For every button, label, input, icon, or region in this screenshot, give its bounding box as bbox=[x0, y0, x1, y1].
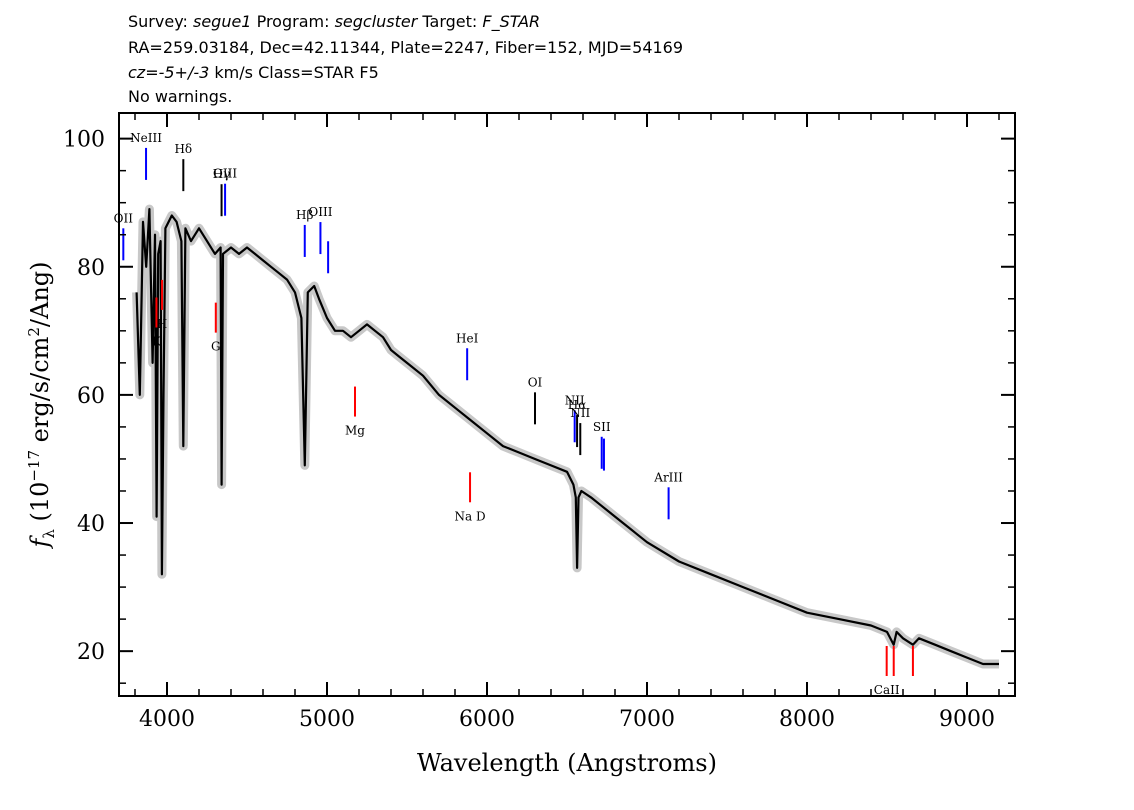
y-axis-title-part: −17 bbox=[25, 450, 43, 482]
spectrum-error-band bbox=[132, 204, 999, 669]
x-tick-label: 5000 bbox=[299, 707, 355, 732]
spectral-line-label: OIII bbox=[308, 205, 332, 219]
y-tick-label: 80 bbox=[77, 256, 105, 281]
y-tick-label: 20 bbox=[77, 640, 105, 665]
spectral-line-label: NII bbox=[570, 406, 590, 420]
spectral-line-label: SII bbox=[593, 420, 611, 434]
y-axis-title-part: (10 bbox=[26, 482, 54, 530]
error-band-layer bbox=[132, 204, 999, 669]
x-tick-label: 6000 bbox=[459, 707, 515, 732]
survey-value: segue1 bbox=[192, 12, 252, 31]
y-axis-title-part: λ bbox=[40, 529, 58, 539]
y-axis-title: fλ (10−17 erg/s/cm2/Ang) bbox=[25, 261, 58, 549]
plot-frame bbox=[118, 112, 1016, 697]
class-value: km/s Class=STAR F5 bbox=[214, 63, 379, 82]
redshift-value: cz=-5+/-3 bbox=[128, 63, 210, 82]
spectral-line-label: Hγ bbox=[213, 167, 231, 181]
spectral-line-label: OIII bbox=[213, 167, 237, 181]
y-axis-title-part: /Ang) bbox=[26, 261, 54, 327]
y-axis-title-part: erg/s/cm bbox=[26, 336, 54, 450]
y-axis-title-part: 2 bbox=[25, 327, 43, 337]
header-line-1: Survey: segue1 Program: segcluster Targe… bbox=[128, 13, 540, 31]
spectral-line-label: HeI bbox=[456, 331, 479, 345]
spectral-line-label: H bbox=[157, 317, 167, 331]
program-label: Program: bbox=[256, 12, 330, 31]
x-tick-label: 7000 bbox=[619, 707, 675, 732]
spectral-line-label: Na D bbox=[454, 509, 485, 523]
survey-label: Survey: bbox=[128, 12, 188, 31]
header-line-3: cz=-5+/-3 km/s Class=STAR F5 bbox=[128, 64, 379, 82]
target-label: Target: bbox=[422, 12, 478, 31]
spectral-line-markers: OIINeIIIHδHγOIIIHβOIIIHeIOINIIHαNIISIIAr… bbox=[114, 131, 914, 697]
x-axis-title: Wavelength (Angstroms) bbox=[417, 749, 717, 777]
target-value: F_STAR bbox=[482, 12, 541, 31]
spectral-line-label: Hδ bbox=[174, 142, 192, 156]
x-tick-label: 8000 bbox=[779, 707, 835, 732]
spectral-line-label: CaII bbox=[874, 683, 900, 697]
spectral-line-label: Hα bbox=[568, 398, 587, 412]
header-line-4: No warnings. bbox=[128, 87, 233, 106]
spectral-line-label: NII bbox=[565, 393, 585, 407]
spectral-line-label: NeIII bbox=[130, 131, 162, 145]
spectrum-line-layer bbox=[135, 208, 999, 666]
axis-ticks: 4000 5000 6000 7000 8000 9000 20 40 60 80 100 bbox=[63, 113, 1015, 732]
spectral-line-label: Mg bbox=[345, 424, 365, 438]
spectral-line-label: G bbox=[211, 340, 221, 354]
spectral-line-label: K bbox=[152, 335, 162, 349]
spectral-line-label: OII bbox=[114, 211, 134, 225]
x-tick-label: 9000 bbox=[939, 707, 995, 732]
y-tick-label: 40 bbox=[77, 512, 105, 537]
spectrum-line bbox=[135, 208, 999, 666]
header-line-2: RA=259.03184, Dec=42.11344, Plate=2247, … bbox=[128, 38, 684, 57]
y-tick-label: 100 bbox=[63, 128, 105, 153]
spectral-line-label: Hβ bbox=[296, 208, 313, 222]
program-value: segcluster bbox=[334, 12, 418, 31]
x-tick-label: 4000 bbox=[139, 707, 195, 732]
spectral-line-label: OI bbox=[528, 375, 543, 389]
spectral-line-label: ArIII bbox=[653, 470, 683, 484]
y-tick-label: 60 bbox=[77, 384, 105, 409]
